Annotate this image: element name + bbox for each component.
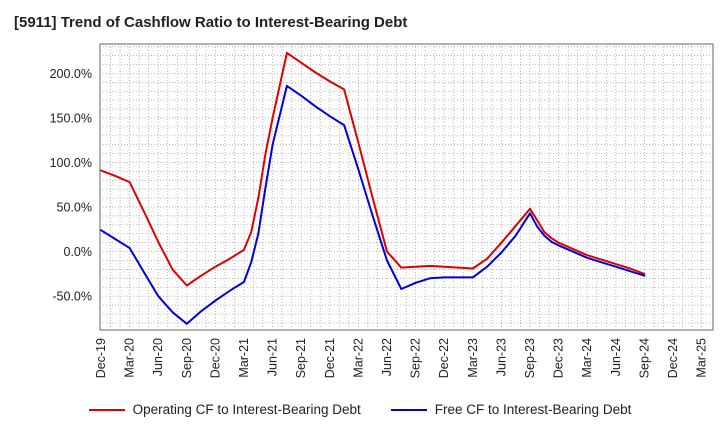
y-tick-label: 50.0% bbox=[57, 201, 92, 215]
y-tick-label: 0.0% bbox=[64, 245, 93, 259]
y-tick-label: 100.0% bbox=[50, 156, 92, 170]
x-tick-label: Dec-19 bbox=[94, 338, 108, 378]
x-tick-label: Dec-23 bbox=[552, 338, 566, 378]
series-lines bbox=[100, 51, 646, 325]
legend-swatch-free-cf bbox=[390, 408, 427, 411]
legend-swatch-operating-cf bbox=[88, 408, 125, 411]
cashflow-ratio-line-chart: 200.0% 150.0% 100.0% 50.0% 0.0% -50.0% Dec-19… bbox=[50, 43, 714, 378]
x-tick-label: Dec-22 bbox=[437, 338, 451, 378]
x-tick-label: Sep-21 bbox=[294, 338, 308, 378]
x-tick-label: Mar-20 bbox=[123, 338, 137, 378]
x-tick-label: Jun-24 bbox=[609, 338, 623, 376]
x-tick-label: Jun-22 bbox=[380, 338, 394, 376]
x-tick-label: Jun-20 bbox=[151, 338, 165, 376]
x-tick-label: Sep-24 bbox=[637, 338, 651, 378]
x-tick-label: Mar-24 bbox=[580, 338, 594, 378]
legend: Operating CF to Interest-Bearing Debt Fr… bbox=[0, 402, 720, 417]
series-line-free-cf bbox=[100, 84, 646, 325]
chart-title: [5911] Trend of Cashflow Ratio to Intere… bbox=[14, 14, 408, 31]
series-line-operating-cf bbox=[100, 51, 646, 287]
y-tick-label: 200.0% bbox=[50, 67, 92, 81]
legend-item-operating-cf: Operating CF to Interest-Bearing Debt bbox=[88, 402, 361, 417]
x-tick-label: Sep-20 bbox=[180, 338, 194, 378]
x-tick-label: Mar-25 bbox=[695, 338, 709, 378]
x-tick-label: Sep-22 bbox=[409, 338, 423, 378]
x-tick-label: Dec-24 bbox=[666, 338, 680, 378]
y-tick-label: -50.0% bbox=[52, 290, 92, 304]
x-tick-label: Dec-20 bbox=[208, 338, 222, 378]
x-tick-label: Dec-21 bbox=[323, 338, 337, 378]
y-tick-label: 150.0% bbox=[50, 111, 92, 125]
plot-area bbox=[99, 43, 714, 331]
legend-label-operating-cf: Operating CF to Interest-Bearing Debt bbox=[132, 402, 361, 417]
x-tick-label: Jun-23 bbox=[494, 338, 508, 376]
y-axis-tick-labels: 200.0% 150.0% 100.0% 50.0% 0.0% -50.0% bbox=[50, 67, 92, 304]
x-tick-label: Mar-21 bbox=[237, 338, 251, 378]
horizontal-gridlines bbox=[100, 46, 713, 324]
x-tick-label: Mar-23 bbox=[466, 338, 480, 378]
x-tick-label: Jun-21 bbox=[266, 338, 280, 376]
legend-item-free-cf: Free CF to Interest-Bearing Debt bbox=[390, 402, 632, 417]
x-tick-label: Sep-23 bbox=[523, 338, 537, 378]
legend-label-free-cf: Free CF to Interest-Bearing Debt bbox=[434, 402, 632, 417]
x-axis-tick-labels: Dec-19 Mar-20 Jun-20 Sep-20 Dec-20 Mar-21 Jun-… bbox=[94, 338, 709, 378]
x-tick-label: Mar-22 bbox=[351, 338, 365, 378]
